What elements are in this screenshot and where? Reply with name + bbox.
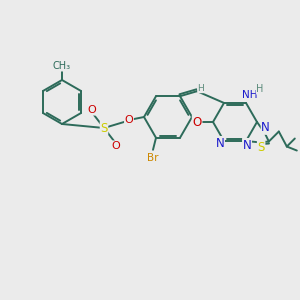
Text: S: S	[100, 122, 108, 134]
Text: N: N	[216, 136, 224, 150]
Text: CH₃: CH₃	[53, 61, 71, 71]
Text: O: O	[192, 116, 202, 128]
Text: N: N	[261, 121, 270, 134]
Text: H: H	[198, 84, 204, 93]
Text: N: N	[243, 139, 251, 152]
Text: S: S	[257, 141, 265, 154]
Text: NH: NH	[242, 90, 258, 100]
Text: H: H	[256, 84, 264, 94]
Text: O: O	[124, 115, 134, 125]
Text: O: O	[88, 105, 96, 115]
Text: Br: Br	[147, 153, 159, 163]
Text: O: O	[112, 141, 120, 151]
